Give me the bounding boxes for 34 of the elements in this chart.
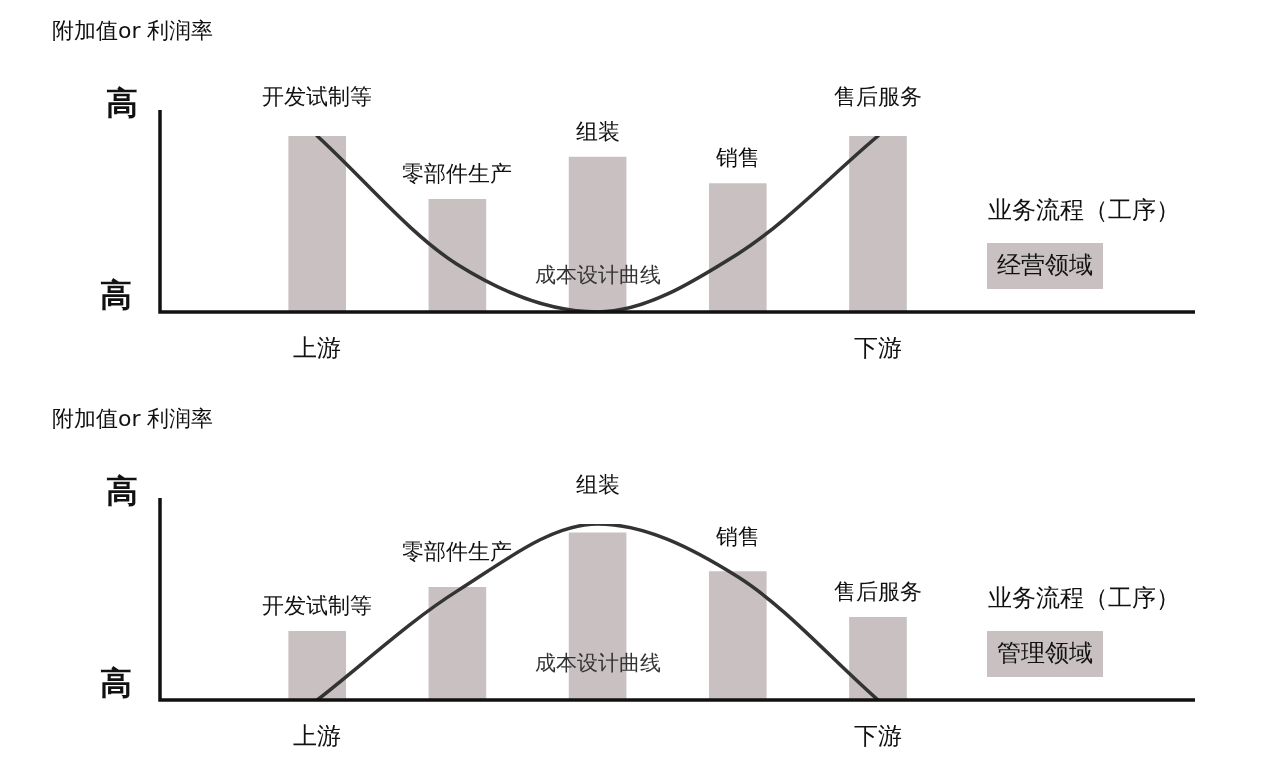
y-axis-title: 附加值or 利润率 (52, 17, 214, 43)
bar (708, 183, 767, 312)
text: 经营领域 (997, 251, 1093, 280)
x-tick-label: 零部件生产 (402, 161, 513, 187)
bar (708, 571, 767, 700)
bar (288, 631, 347, 700)
y-axis-title: 附加值or 利润率 (52, 405, 214, 431)
text: 高 (106, 472, 138, 511)
text: 下游 (853, 334, 902, 363)
text: 高 (100, 276, 132, 315)
x-tick-label: 开发试制等 (262, 83, 373, 109)
bar (288, 136, 347, 312)
x-tick-label: 组装 (575, 471, 620, 497)
text: 高 (106, 84, 138, 123)
text: 管理领域 (997, 639, 1093, 668)
x-tick-label: 销售 (714, 145, 760, 171)
bar (849, 616, 907, 700)
x-tick-label: 零部件生产 (402, 538, 513, 564)
x-axis-title: 业务流程（工序） (988, 584, 1180, 613)
x-tick-label: 售后服务 (833, 83, 922, 109)
text: 上游 (293, 334, 342, 363)
bar (428, 199, 487, 312)
text: 高 (100, 664, 132, 703)
text: 上游 (293, 722, 342, 751)
text: 下游 (853, 722, 902, 751)
x-tick-label: 销售 (714, 524, 760, 550)
x-tick-label: 售后服务 (833, 579, 922, 604)
x-tick-label: 开发试制等 (262, 593, 373, 619)
bar (849, 136, 907, 312)
bar (428, 587, 487, 700)
x-tick-label: 组装 (575, 118, 620, 144)
series-label: 成本设计曲线 (534, 263, 661, 288)
text: 成本设计曲线 (534, 651, 661, 676)
x-axis-title: 业务流程（工序） (988, 196, 1180, 225)
